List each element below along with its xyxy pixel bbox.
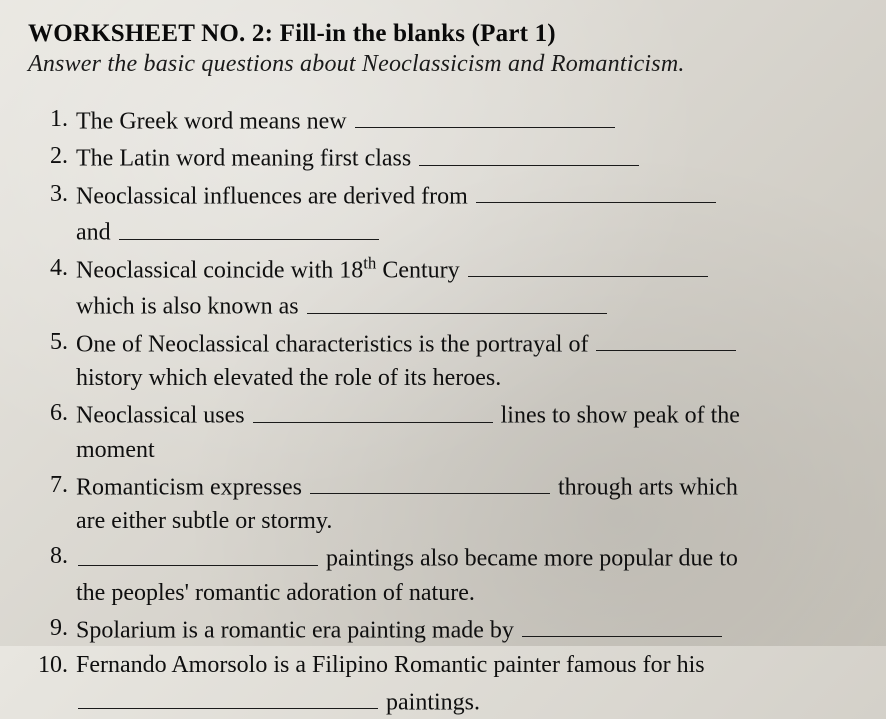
superscript: th (363, 253, 376, 272)
question-text: Century (376, 257, 465, 283)
question-item: 10.Fernando Amorsolo is a Filipino Roman… (76, 648, 858, 719)
fill-blank[interactable] (355, 102, 615, 128)
question-number: 5. (28, 325, 68, 359)
fill-blank[interactable] (419, 139, 639, 165)
question-text: through arts which (552, 474, 738, 500)
question-item: 2.The Latin word meaning first class (76, 139, 858, 175)
question-number: 7. (28, 468, 68, 502)
question-text: which is also known as (76, 294, 305, 320)
fill-blank[interactable] (468, 251, 708, 277)
question-item: 4.Neoclassical coincide with 18th Centur… (76, 251, 858, 324)
fill-blank[interactable] (307, 287, 607, 313)
question-number: 10. (28, 648, 68, 682)
fill-blank[interactable] (476, 177, 716, 203)
question-text: paintings. (380, 689, 480, 715)
question-text: paintings also became more popular due t… (320, 546, 738, 572)
question-text: The Greek word means new (76, 108, 353, 134)
question-number: 9. (28, 611, 68, 645)
fill-blank[interactable] (253, 396, 493, 422)
question-text: Neoclassical coincide with 18 (76, 257, 363, 283)
question-number: 6. (28, 396, 68, 430)
question-text: Romanticism expresses (76, 474, 308, 500)
question-text: the peoples' romantic adoration of natur… (76, 580, 475, 606)
question-number: 2. (28, 139, 68, 173)
question-number: 4. (28, 251, 68, 285)
question-item: 6.Neoclassical uses lines to show peak o… (76, 396, 858, 467)
fill-blank[interactable] (78, 683, 378, 709)
question-item: 9.Spolarium is a romantic era painting m… (76, 611, 858, 647)
question-text: moment (76, 437, 155, 463)
question-text: are either subtle or stormy. (76, 508, 332, 534)
question-item: 8. paintings also became more popular du… (76, 539, 858, 610)
question-item: 7.Romanticism expresses through arts whi… (76, 468, 858, 539)
question-text: and (76, 220, 117, 246)
fill-blank[interactable] (78, 539, 318, 565)
question-item: 1.The Greek word means new (76, 102, 858, 138)
fill-blank[interactable] (310, 468, 550, 494)
question-item: 3.Neoclassical influences are derived fr… (76, 177, 858, 250)
question-number: 3. (28, 177, 68, 211)
question-text: lines to show peak of the (495, 403, 740, 429)
fill-blank[interactable] (119, 213, 379, 239)
question-text: Neoclassical uses (76, 403, 251, 429)
worksheet-subtitle: Answer the basic questions about Neoclas… (28, 51, 858, 78)
fill-blank[interactable] (596, 325, 736, 351)
question-text: Neoclassical influences are derived from (76, 183, 474, 209)
worksheet-title: WORKSHEET NO. 2: Fill-in the blanks (Par… (28, 20, 858, 48)
question-text: history which elevated the role of its h… (76, 365, 501, 391)
question-text: The Latin word meaning first class (76, 146, 417, 172)
question-text: One of Neoclassical characteristics is t… (76, 331, 594, 357)
question-text: Spolarium is a romantic era painting mad… (76, 617, 520, 643)
question-number: 8. (28, 539, 68, 573)
question-number: 1. (28, 102, 68, 136)
question-list: 1.The Greek word means new 2.The Latin w… (28, 102, 858, 719)
fill-blank[interactable] (522, 611, 722, 637)
question-item: 5.One of Neoclassical characteristics is… (76, 325, 858, 396)
question-text: Fernando Amorsolo is a Filipino Romantic… (76, 652, 705, 678)
